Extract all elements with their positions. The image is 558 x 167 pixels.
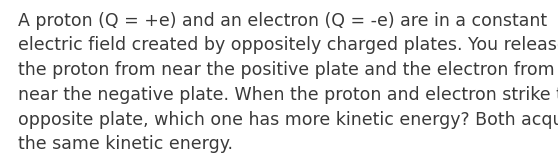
Text: the same kinetic energy.: the same kinetic energy.	[18, 135, 233, 153]
Text: electric field created by oppositely charged plates. You release: electric field created by oppositely cha…	[18, 36, 558, 54]
Text: near the negative plate. When the proton and electron strike the: near the negative plate. When the proton…	[18, 86, 558, 104]
Text: opposite plate, which one has more kinetic energy? Both acquire: opposite plate, which one has more kinet…	[18, 111, 558, 129]
Text: A proton (Q = +e) and an electron (Q = -e) are in a constant: A proton (Q = +e) and an electron (Q = -…	[18, 12, 547, 30]
Text: the proton from near the positive plate and the electron from: the proton from near the positive plate …	[18, 61, 555, 79]
